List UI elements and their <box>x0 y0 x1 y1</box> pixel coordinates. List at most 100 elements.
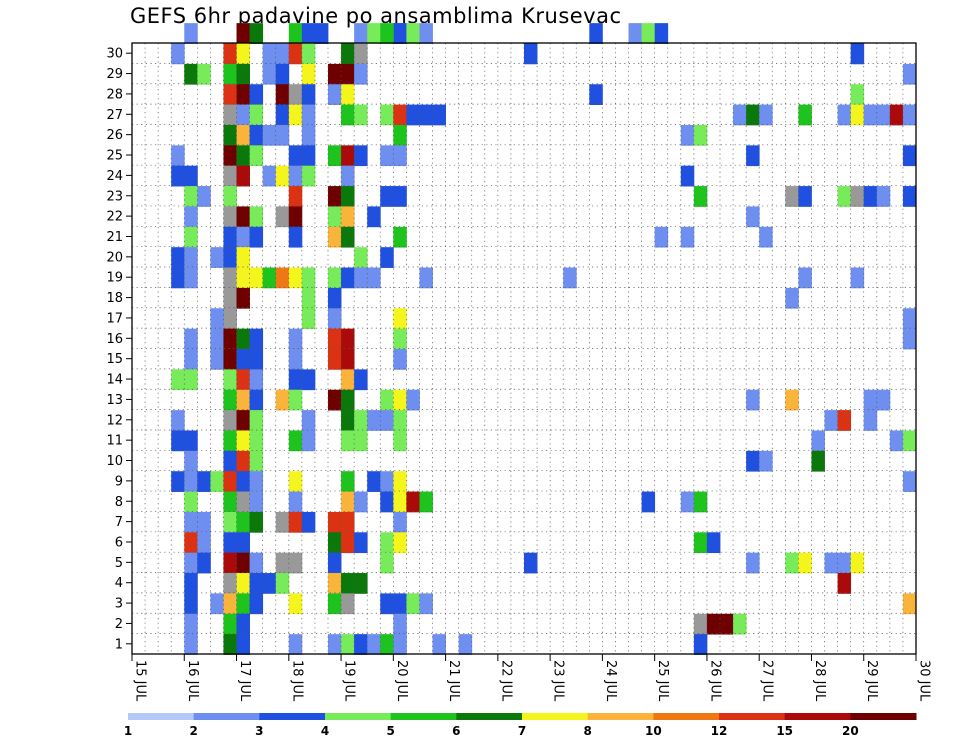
colorbar-swatch <box>653 713 720 720</box>
heatmap-cell <box>341 206 355 228</box>
heatmap-cell <box>393 328 407 350</box>
heatmap-cell <box>393 593 407 615</box>
heatmap-cell <box>288 389 303 411</box>
heatmap-cell <box>367 471 381 492</box>
heatmap-cell <box>380 634 394 655</box>
heatmap-cell <box>406 104 420 126</box>
heatmap-cell <box>406 389 420 411</box>
heatmap-cell <box>223 328 237 350</box>
y-tick-label: 4 <box>115 576 123 591</box>
heatmap-cell <box>301 308 316 330</box>
heatmap-cell <box>184 552 198 574</box>
heatmap-cell <box>393 104 407 126</box>
heatmap-cell <box>236 23 250 44</box>
heatmap-cell <box>184 593 198 615</box>
heatmap-cell <box>863 389 878 411</box>
heatmap-cell <box>223 247 237 268</box>
heatmap-cell <box>328 63 342 85</box>
heatmap-cell <box>746 450 760 472</box>
heatmap-cell <box>223 308 237 330</box>
heatmap-cell <box>380 247 394 268</box>
heatmap-cell <box>680 124 695 146</box>
heatmap-cell <box>393 613 407 635</box>
heatmap-cell <box>249 552 264 574</box>
y-tick-label: 9 <box>115 474 123 489</box>
heatmap-cell <box>288 430 303 452</box>
heatmap-cell <box>249 226 264 248</box>
y-tick-label: 19 <box>106 271 123 286</box>
heatmap-cell <box>288 634 303 655</box>
heatmap-cell <box>328 186 342 207</box>
heatmap-cell <box>354 43 368 65</box>
heatmap-cell <box>288 104 303 126</box>
heatmap-cell <box>837 186 852 207</box>
heatmap-cell <box>223 206 237 228</box>
heatmap-cell <box>171 410 185 431</box>
heatmap-cell <box>236 84 250 105</box>
heatmap-cell <box>301 23 316 44</box>
heatmap-cell <box>236 593 250 615</box>
heatmap-cell <box>380 593 394 615</box>
heatmap-cell <box>837 410 852 431</box>
heatmap-cell <box>419 267 433 289</box>
heatmap-cell <box>432 104 446 126</box>
heatmap-cell <box>341 471 355 492</box>
heatmap-cell <box>380 410 394 431</box>
heatmap-cell <box>393 491 407 513</box>
heatmap-cell <box>680 165 695 187</box>
heatmap-cell <box>341 573 355 594</box>
heatmap-cell <box>223 593 237 615</box>
heatmap-cell <box>328 145 342 167</box>
heatmap-cell <box>249 84 264 105</box>
heatmap-cell <box>210 471 224 492</box>
heatmap-cell <box>197 552 211 574</box>
heatmap-cell <box>876 389 891 411</box>
heatmap-cell <box>223 267 237 289</box>
heatmap-cell <box>184 491 198 513</box>
heatmap-cell <box>876 186 891 207</box>
heatmap-cell <box>236 491 250 513</box>
heatmap-cell <box>863 104 878 126</box>
heatmap-cell <box>902 593 917 615</box>
heatmap-cell <box>393 634 407 655</box>
heatmap-cell <box>184 450 198 472</box>
heatmap-cell <box>367 23 381 44</box>
heatmap-cell <box>380 471 394 492</box>
heatmap-cell <box>249 328 264 350</box>
heatmap-cell <box>341 410 355 431</box>
heatmap-cell <box>876 104 891 126</box>
heatmap-cell <box>393 124 407 146</box>
heatmap-cell <box>184 369 198 391</box>
heatmap-cell <box>236 369 250 391</box>
y-tick-label: 25 <box>106 149 123 164</box>
heatmap-cell <box>249 104 264 126</box>
heatmap-cell <box>328 308 342 330</box>
heatmap-cell <box>223 491 237 513</box>
y-tick-label: 13 <box>106 393 123 408</box>
heatmap-cell <box>759 226 773 248</box>
heatmap-cell <box>341 43 355 65</box>
heatmap-cell <box>262 573 277 594</box>
heatmap-cell <box>275 511 290 533</box>
x-tick-label: 15 JUL <box>133 660 148 702</box>
y-tick-label: 11 <box>106 434 123 449</box>
heatmap-cell <box>393 23 407 44</box>
heatmap-cell <box>354 247 368 268</box>
heatmap-cell <box>288 369 303 391</box>
heatmap-cell <box>393 308 407 330</box>
heatmap-cell <box>889 430 904 452</box>
heatmap-cell <box>380 532 394 554</box>
heatmap-cell <box>328 532 342 554</box>
heatmap-cell <box>249 491 264 513</box>
heatmap-cell <box>223 349 237 370</box>
heatmap-cell <box>798 267 812 289</box>
heatmap-cell <box>393 226 407 248</box>
heatmap-cell <box>328 349 342 370</box>
heatmap-cell <box>341 165 355 187</box>
heatmap-cell <box>693 613 708 635</box>
heatmap-cell <box>236 349 250 370</box>
heatmap-cell <box>432 634 446 655</box>
colorbar-label: 5 <box>386 724 394 738</box>
colorbar-swatch <box>850 713 917 720</box>
heatmap-cell <box>354 410 368 431</box>
